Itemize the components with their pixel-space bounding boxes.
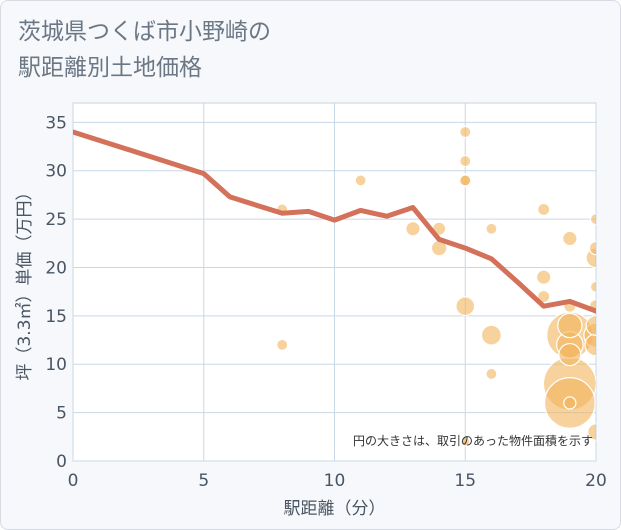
average-price-line — [73, 129, 596, 314]
scatter-point — [557, 312, 583, 339]
chart-title: 茨城県つくば市小野崎の 駅距離別土地価格 — [18, 14, 271, 86]
scatter-point — [562, 230, 578, 247]
scatter-point — [460, 436, 471, 447]
plot-content — [73, 125, 596, 447]
y-tick-label: 5 — [56, 404, 67, 424]
scatter-point — [455, 296, 476, 317]
x-tick-label: 10 — [324, 471, 346, 491]
size-note: 円の大きさは、取引のあった物件面積を示す — [353, 433, 593, 448]
title-line-1: 茨城県つくば市小野崎の — [18, 19, 271, 45]
scatter-point — [589, 280, 596, 293]
scatter-point — [537, 202, 551, 217]
y-tick-label: 10 — [45, 355, 67, 375]
scatter-point — [459, 174, 472, 187]
scatter-point — [459, 125, 472, 139]
x-tick-label: 5 — [198, 471, 209, 491]
scatter-point — [480, 324, 502, 346]
scatter-point — [485, 222, 498, 235]
scatter-point — [563, 396, 577, 410]
scatter-point — [558, 342, 582, 367]
x-tick-label: 20 — [585, 471, 607, 491]
y-tick-label: 20 — [45, 258, 67, 278]
y-tick-label: 35 — [45, 113, 67, 133]
y-tick-label: 30 — [45, 162, 67, 182]
x-tick-label: 15 — [454, 471, 476, 491]
scatter-point — [588, 240, 596, 256]
y-tick-label: 15 — [45, 307, 67, 327]
y-axis-label: 坪（3.3㎡）単価（万円） — [15, 183, 35, 380]
scatter-point — [584, 333, 596, 357]
scatter-point — [587, 423, 596, 441]
scatter-point — [276, 338, 289, 351]
scatter-point — [537, 289, 551, 304]
scatter-point — [459, 154, 472, 168]
scatter-point — [585, 315, 596, 337]
scatter-point — [535, 269, 552, 285]
x-tick-label: 0 — [68, 471, 79, 491]
scatter-point — [589, 213, 596, 226]
scatter-point — [354, 174, 367, 187]
scatter-point — [405, 221, 421, 237]
title-line-2: 駅距離別土地価格 — [18, 55, 202, 81]
y-tick-label: 0 — [56, 452, 67, 472]
scatter-point — [485, 367, 498, 381]
y-tick-label: 25 — [45, 210, 67, 230]
x-axis-label: 駅距離（分） — [284, 499, 386, 519]
